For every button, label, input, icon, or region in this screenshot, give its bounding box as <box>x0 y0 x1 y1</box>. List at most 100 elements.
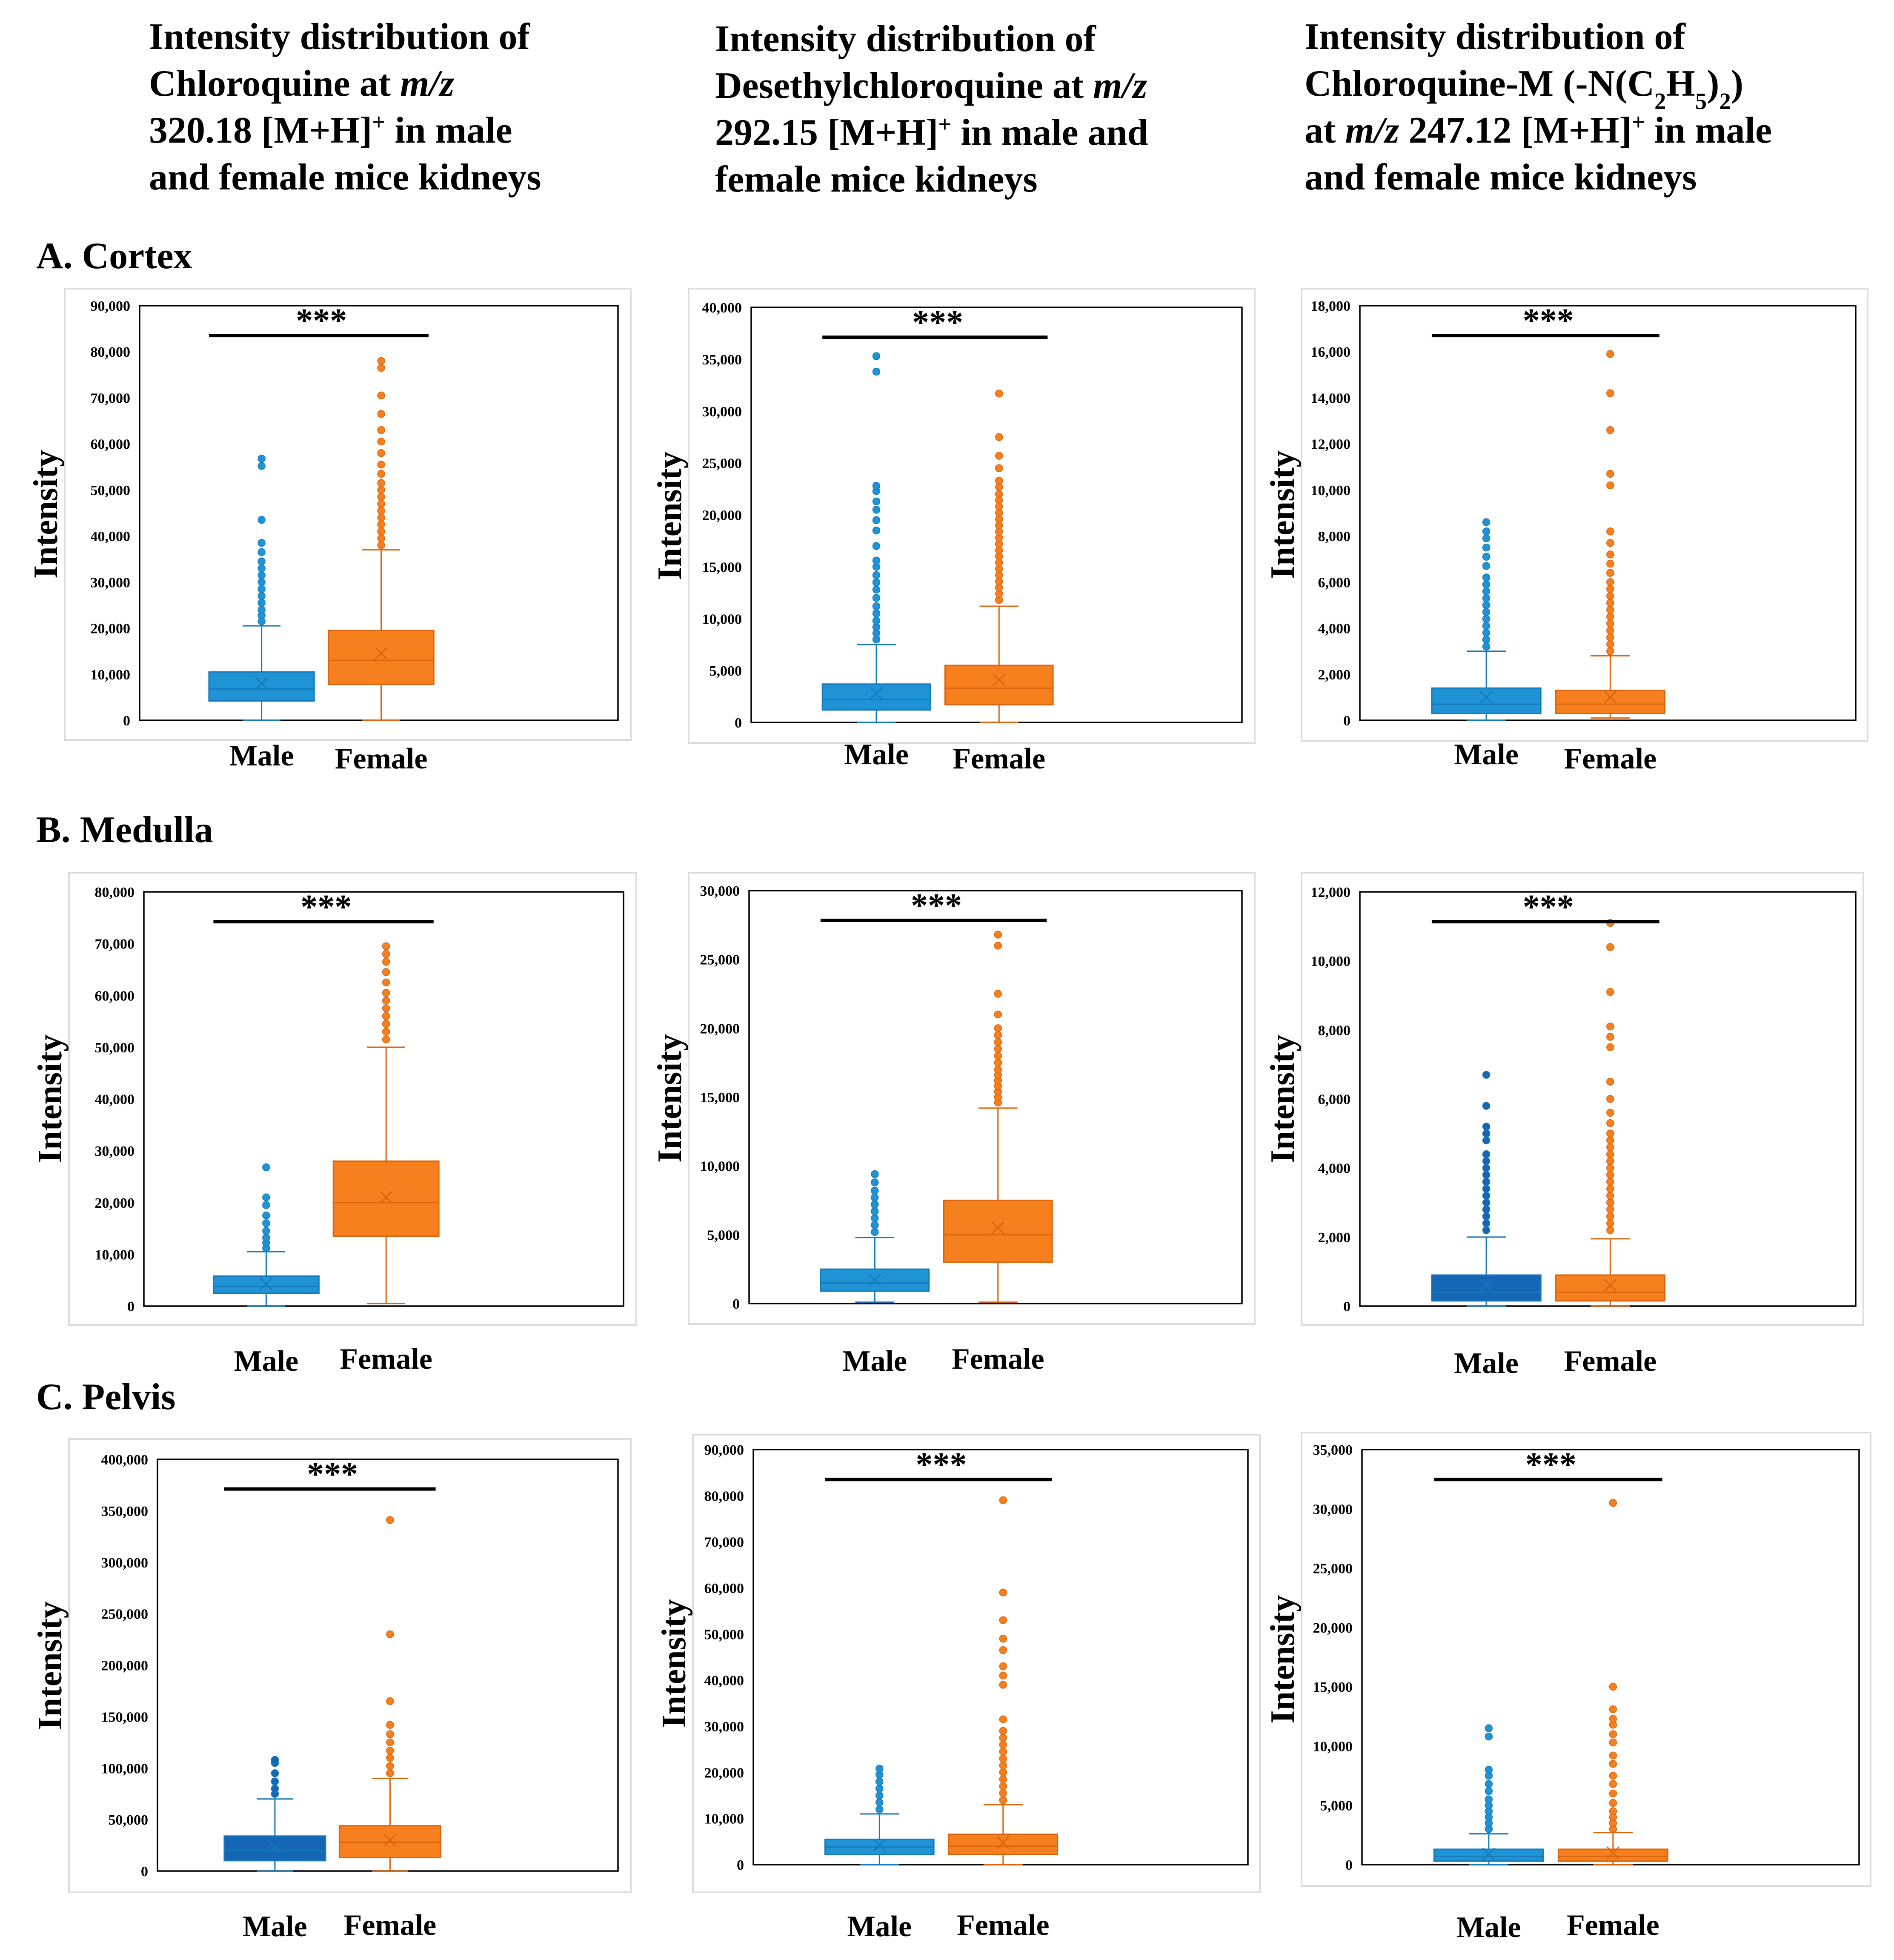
outlier-point <box>377 410 385 418</box>
mean-marker <box>1606 1846 1619 1860</box>
title-segment: + <box>1632 109 1645 135</box>
outlier-point <box>1482 1129 1491 1138</box>
outlier-point <box>1606 592 1614 600</box>
outlier-point <box>377 507 385 515</box>
chart-panel-1-1: 0 10,000 20,000 30,000 40,000 50,000 60,000 70,… <box>27 288 632 775</box>
outlier-point <box>1606 1178 1614 1186</box>
y-tick-label: 12,000 <box>1311 885 1351 900</box>
y-tick-label: 5,000 <box>1320 1798 1353 1814</box>
y-tick-label: 20,000 <box>702 508 742 524</box>
outlier-point <box>1485 1765 1493 1774</box>
y-tick-label: 14,000 <box>1311 390 1351 406</box>
column-title-2: Intensity distribution of Desethylchloroq… <box>715 18 1148 200</box>
outlier-point <box>1482 1212 1491 1221</box>
category-label-female: Female <box>952 1343 1044 1375</box>
outlier-point <box>1482 553 1491 561</box>
mean-marker <box>991 1221 1004 1235</box>
outlier-point <box>1482 1136 1491 1145</box>
outlier-point <box>382 1020 390 1028</box>
y-tick-label: 20,000 <box>95 1195 135 1211</box>
chart-panel-3-3: 0 5,000 10,000 15,000 20,000 25,000 30,000 35,0… <box>1264 1432 1871 1944</box>
y-axis-label: Intensity <box>1264 450 1302 579</box>
mean-marker <box>996 1836 1010 1849</box>
iqr-box <box>1555 690 1665 714</box>
y-tick-label: 10,000 <box>1311 954 1351 969</box>
y-axis-label: Intensity <box>27 450 65 579</box>
outlier-point <box>1606 613 1614 621</box>
outlier-point <box>999 1662 1007 1671</box>
y-axis-label: Intensity <box>655 1599 693 1728</box>
y-tick-label: 50,000 <box>91 483 131 499</box>
y-tick-label: 30,000 <box>1313 1502 1353 1517</box>
outlier-point <box>1606 633 1614 642</box>
y-tick-label: 8,000 <box>1318 529 1351 544</box>
chart-panel-2-2: 0 5,000 10,000 15,000 20,000 25,000 30,000 Inte… <box>651 872 1256 1378</box>
y-tick-label: 30,000 <box>704 1719 744 1735</box>
outlier-point <box>1606 1164 1614 1172</box>
outlier-point <box>999 1496 1007 1504</box>
y-tick-label: 40,000 <box>91 529 131 544</box>
outlier-point <box>262 1201 270 1209</box>
plot-frame <box>1359 305 1857 721</box>
iqr-box <box>223 1835 326 1862</box>
title-line: at m/z 247.12 [M+H]+ in male <box>1305 109 1772 152</box>
category-label-female: Female <box>344 1909 437 1942</box>
outlier-point <box>1485 1732 1493 1741</box>
outlier-point <box>386 1630 394 1639</box>
iqr-box <box>1555 1274 1665 1302</box>
outlier-point <box>995 490 1003 498</box>
y-tick-label: 25,000 <box>700 952 740 968</box>
title-segment: Desethylchloroquine at <box>715 65 1093 106</box>
outlier-point <box>872 506 881 514</box>
outlier-point <box>995 476 1003 485</box>
outlier-point <box>1482 642 1491 651</box>
y-tick-label: 0 <box>1343 713 1350 729</box>
significance-stars: *** <box>1523 888 1574 926</box>
outlier-point <box>871 1170 879 1178</box>
outlier-point <box>1609 1771 1617 1780</box>
outlier-point <box>382 989 390 997</box>
outlier-point <box>1482 1164 1491 1172</box>
y-tick-label: 80,000 <box>95 885 135 900</box>
iqr-box <box>944 665 1054 706</box>
outlier-point <box>995 452 1003 460</box>
outlier-point <box>1485 1780 1493 1788</box>
y-tick-label: 0 <box>1343 1299 1350 1315</box>
y-tick-label: 0 <box>732 1296 740 1312</box>
outlier-point <box>386 1762 394 1770</box>
y-tick-label: 5,000 <box>707 1227 740 1243</box>
panel-border <box>1301 872 1864 1326</box>
outlier-point <box>1606 527 1614 536</box>
outlier-point <box>872 352 881 360</box>
y-tick-label: 5,000 <box>710 663 742 679</box>
title-line: and female mice kidneys <box>1305 157 1697 198</box>
outlier-point <box>872 585 881 594</box>
outlier-point <box>871 1193 879 1202</box>
outlier-point <box>1606 1043 1614 1052</box>
category-label-male: Male <box>1454 738 1519 771</box>
title-segment: Intensity distribution of <box>149 16 531 57</box>
outlier-point <box>257 599 266 607</box>
outlier-point <box>257 462 266 470</box>
outlier-point <box>1606 647 1614 655</box>
female-box-series <box>338 1516 441 1872</box>
y-tick-label: 8,000 <box>1318 1023 1351 1038</box>
outlier-point <box>1606 1219 1614 1227</box>
female-box-series <box>1555 919 1665 1307</box>
outlier-point <box>871 1214 879 1222</box>
title-segment: m/z <box>1093 65 1147 106</box>
y-axis-label: Intensity <box>31 1601 69 1730</box>
outlier-point <box>377 438 385 446</box>
iqr-box <box>1433 1848 1544 1862</box>
y-tick-label: 150,000 <box>101 1709 149 1725</box>
outlier-point <box>1606 988 1614 996</box>
outlier-point <box>257 592 266 600</box>
outlier-point <box>1606 619 1614 628</box>
male-box-series <box>1433 1724 1544 1865</box>
y-tick-label: 10,000 <box>702 611 742 627</box>
title-segment: Chloroquine at <box>149 63 400 104</box>
title-segment: in male <box>1645 110 1772 151</box>
outlier-point <box>1609 1499 1617 1507</box>
title-segment: 320.18 [M+H] <box>149 110 372 151</box>
y-tick-label: 70,000 <box>91 390 131 406</box>
